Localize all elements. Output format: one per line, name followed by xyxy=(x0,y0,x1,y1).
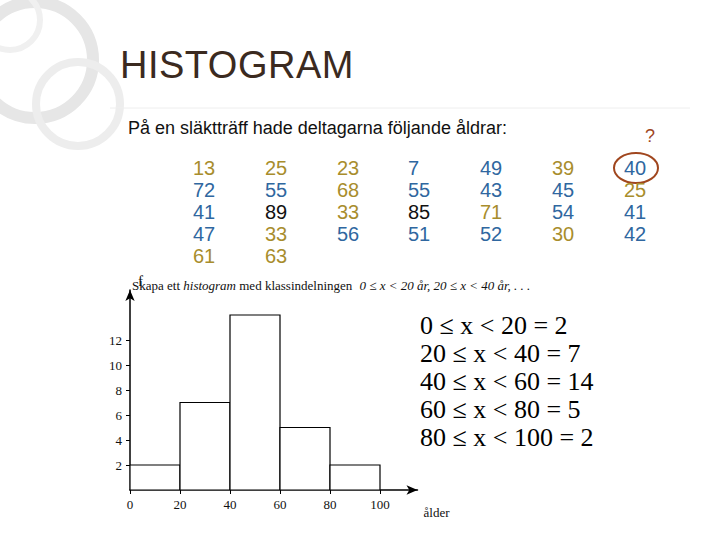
html-text:25: 25 xyxy=(265,157,288,179)
html-text:33: 33 xyxy=(265,223,288,245)
html-text:25: 25 xyxy=(624,179,647,201)
html-text:41: 41 xyxy=(624,201,647,223)
svg-text:100: 100 xyxy=(370,497,390,512)
html-text:13: 13 xyxy=(193,157,216,179)
html-text:Skapa ett histogram med klassi: Skapa ett histogram med klassindelningen… xyxy=(132,278,531,293)
html-text:55: 55 xyxy=(265,179,288,201)
html-text:23: 23 xyxy=(337,157,360,179)
svg-text:20: 20 xyxy=(174,497,187,512)
html-text:0 ≤ x < 20 = 2: 0 ≤ x < 20 = 2 xyxy=(420,311,568,340)
html-text:43: 43 xyxy=(480,179,503,201)
html-text:På en släktträff hade deltagar: På en släktträff hade deltagarna följand… xyxy=(128,118,507,138)
svg-text:40: 40 xyxy=(224,497,237,512)
svg-text:ålder: ålder xyxy=(424,505,451,520)
html-text:41: 41 xyxy=(193,201,216,223)
html-text:71: 71 xyxy=(480,201,503,223)
html-text:89: 89 xyxy=(265,201,288,223)
html-text:49: 49 xyxy=(480,157,503,179)
svg-text:4: 4 xyxy=(116,433,123,448)
html-text:85: 85 xyxy=(408,201,431,223)
html-text:60 ≤ x < 80 = 5: 60 ≤ x < 80 = 5 xyxy=(420,395,581,424)
html-text:39: 39 xyxy=(552,157,575,179)
html-text:42: 42 xyxy=(624,223,647,245)
html-text:68: 68 xyxy=(337,179,360,201)
html-text:55: 55 xyxy=(408,179,431,201)
html-text:33: 33 xyxy=(337,201,360,223)
html-text:7: 7 xyxy=(408,157,420,179)
html-text:51: 51 xyxy=(408,223,431,245)
html-text:40: 40 xyxy=(624,157,647,179)
html-text:56: 56 xyxy=(337,223,360,245)
html-text:80 ≤ x < 100 = 2: 80 ≤ x < 100 = 2 xyxy=(420,423,594,452)
html-text:54: 54 xyxy=(552,201,575,223)
html-text:40 ≤ x < 60 = 14: 40 ≤ x < 60 = 14 xyxy=(420,367,594,396)
svg-text:0: 0 xyxy=(127,497,134,512)
html-text:52: 52 xyxy=(480,223,503,245)
html-text:63: 63 xyxy=(265,245,288,267)
html-text:HISTOGRAM: HISTOGRAM xyxy=(120,44,354,86)
html-text:61: 61 xyxy=(193,245,216,267)
svg-text:2: 2 xyxy=(116,458,123,473)
svg-text:6: 6 xyxy=(116,408,123,423)
html-text:47: 47 xyxy=(193,223,216,245)
svg-text:8: 8 xyxy=(116,383,123,398)
svg-text:80: 80 xyxy=(324,497,337,512)
html-text:72: 72 xyxy=(193,179,216,201)
svg-text:60: 60 xyxy=(274,497,287,512)
html-text:20 ≤ x < 40 = 7: 20 ≤ x < 40 = 7 xyxy=(420,339,581,368)
html-text:45: 45 xyxy=(552,179,575,201)
svg-text:12: 12 xyxy=(109,333,122,348)
svg-text:10: 10 xyxy=(109,358,122,373)
html-text:30: 30 xyxy=(552,223,575,245)
